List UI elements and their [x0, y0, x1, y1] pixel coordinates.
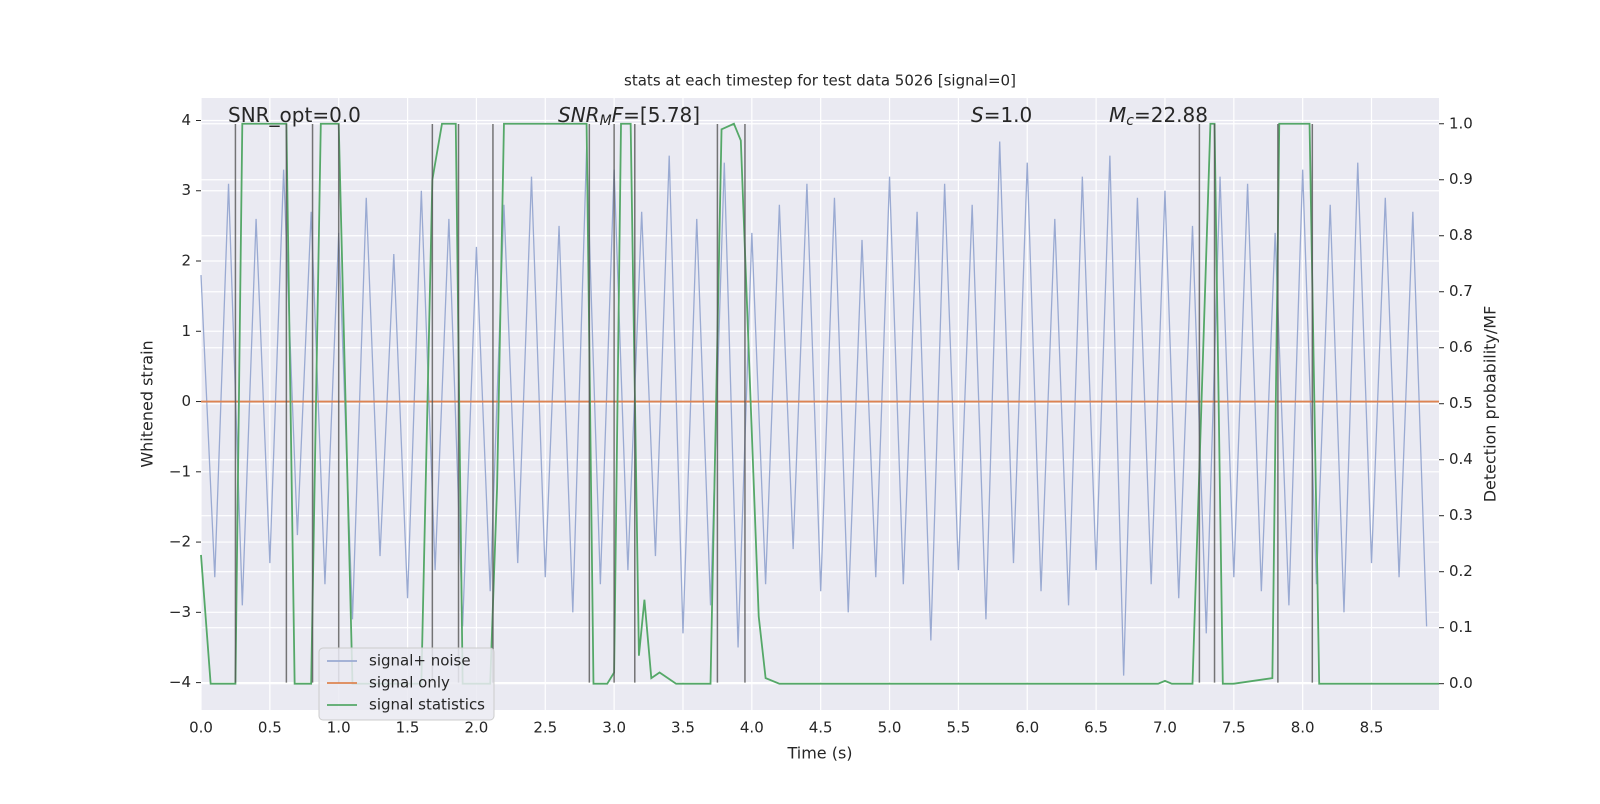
- series-line: [200, 141, 1428, 676]
- x-tick-label: 0.0: [189, 719, 213, 737]
- x-tick-label: 5.0: [878, 719, 902, 737]
- annotation-part: F: [612, 103, 624, 127]
- chart-title: stats at each timestep for test data 502…: [624, 72, 1016, 90]
- y2-axis-label: Detection probability/MF: [1481, 306, 1500, 503]
- annotation: S=1.0: [971, 103, 1032, 127]
- x-tick-label: 7.0: [1153, 719, 1177, 737]
- x-tick-label: 4.5: [809, 719, 833, 737]
- y-tick-label: 0: [181, 392, 191, 410]
- x-axis-label: Time (s): [786, 744, 852, 763]
- y-tick-label: 1: [181, 322, 191, 340]
- x-tick-label: 3.5: [671, 719, 695, 737]
- y2-tick-label: 0.0: [1449, 674, 1473, 692]
- y2-tick-label: 0.1: [1449, 618, 1473, 636]
- y-tick-label: −1: [169, 462, 191, 480]
- y-tick-label: 4: [181, 111, 191, 129]
- annotation: SNR_opt=0.0: [228, 103, 361, 127]
- annotation-part: M: [600, 113, 612, 129]
- y2-tick-label: 0.9: [1449, 170, 1473, 188]
- x-tick-label: 2.0: [464, 719, 488, 737]
- y-axis-label: Whitened strain: [138, 340, 157, 467]
- annotation-part: S: [971, 103, 984, 127]
- x-tick-label: 3.0: [602, 719, 626, 737]
- y2-tick-label: 0.7: [1449, 282, 1473, 300]
- x-tick-label: 1.5: [396, 719, 420, 737]
- x-tick-label: 7.5: [1222, 719, 1246, 737]
- x-tick-label: 4.0: [740, 719, 764, 737]
- y-tick-label: −2: [169, 533, 191, 551]
- annotation-part: SNR_opt=0.0: [228, 103, 361, 127]
- y2-tick-label: 0.8: [1449, 226, 1473, 244]
- annotation-part: c: [1126, 113, 1134, 129]
- legend-box: [318, 647, 495, 721]
- x-tick-label: 8.5: [1360, 719, 1384, 737]
- annotation-part: =[5.78]: [623, 103, 700, 127]
- y2-tick-label: 0.5: [1449, 394, 1473, 412]
- series-line: [200, 122, 1439, 685]
- y2-tick-label: 1.0: [1449, 114, 1473, 132]
- x-tick-label: 8.0: [1291, 719, 1315, 737]
- annotation-part: =22.88: [1134, 103, 1208, 127]
- y2-tick-label: 0.6: [1449, 338, 1473, 356]
- x-tick-label: 6.5: [1084, 719, 1108, 737]
- y2-tick-label: 0.3: [1449, 506, 1473, 524]
- x-tick-label: 2.5: [533, 719, 557, 737]
- legend-label: signal only: [369, 674, 450, 692]
- y2-tick-label: 0.2: [1449, 562, 1473, 580]
- y-tick-label: 3: [181, 181, 191, 199]
- y-tick-label: −4: [169, 673, 191, 691]
- x-tick-label: 5.5: [946, 719, 970, 737]
- x-tick-label: 6.0: [1015, 719, 1039, 737]
- legend-label: signal statistics: [369, 696, 485, 714]
- y-tick-label: −3: [169, 603, 191, 621]
- y2-tick-label: 0.4: [1449, 450, 1473, 468]
- annotation: Mc=22.88: [1109, 103, 1208, 130]
- annotation: SNRMF=[5.78]: [558, 103, 700, 130]
- legend-label: signal+ noise: [369, 652, 471, 670]
- annotation-part: M: [1109, 103, 1126, 127]
- x-tick-label: 0.5: [258, 719, 282, 737]
- x-tick-label: 1.0: [327, 719, 351, 737]
- annotation-part: SNR: [558, 103, 600, 127]
- annotation-part: =1.0: [984, 103, 1033, 127]
- y-tick-label: 2: [181, 252, 191, 270]
